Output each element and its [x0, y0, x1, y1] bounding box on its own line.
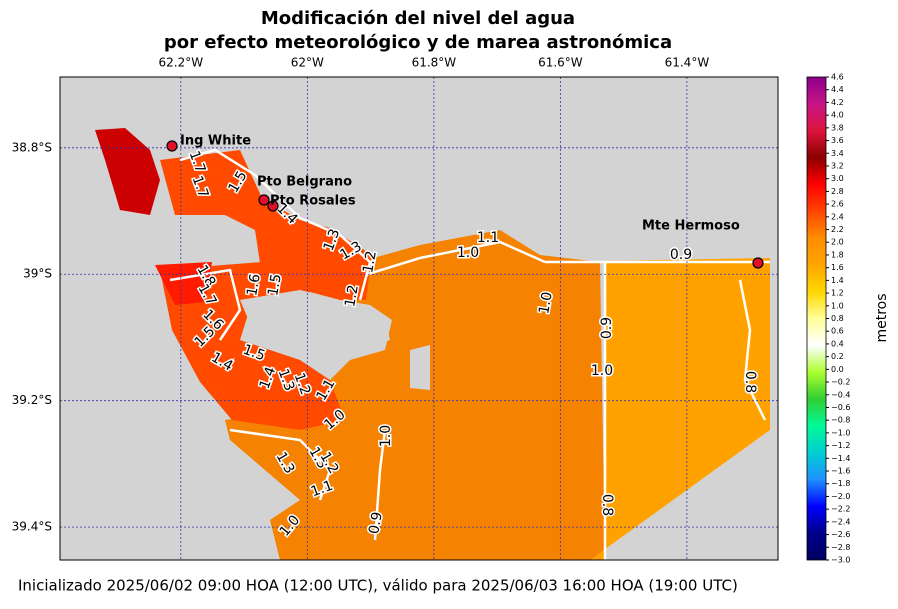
lon-tick-label: 62.2°W — [159, 56, 204, 70]
place-marker — [258, 194, 270, 206]
contour-label: 1.0 — [378, 425, 394, 447]
colorbar-tick-label: −0.4 — [831, 390, 850, 399]
contour-label: 1.2 — [360, 250, 380, 275]
subtitle: por efecto meteorológico y de marea astr… — [164, 32, 672, 53]
colorbar-tick-label: 2.2 — [831, 225, 844, 234]
colorbar-tick-label: −1.4 — [831, 454, 850, 463]
colorbar-tick-label: −3.0 — [831, 556, 850, 565]
lat-tick-label: 39.4°S — [12, 520, 52, 534]
contour-label: 1.1 — [477, 230, 499, 246]
colorbar-tick-label: 4.2 — [831, 98, 844, 107]
places: Ing White Pto Belgrano Pto Rosales Mte Herm… — [166, 134, 764, 269]
contour-label: 1.0 — [591, 363, 613, 379]
colorbar-tick-label: −1.0 — [831, 428, 850, 437]
colorbar-tick-label: 0.2 — [831, 352, 844, 361]
colorbar-tick-label: 1.2 — [831, 289, 844, 298]
place-label: Mte Hermoso — [642, 219, 740, 234]
place-label: Ing White — [180, 134, 251, 149]
contour-label: 1.6 — [244, 273, 264, 298]
place-marker — [267, 200, 279, 212]
place-label: Pto Rosales — [270, 194, 356, 209]
map-frame — [59, 76, 779, 561]
map-area: 1.71.7 1.51.41.31.31.21.11.0 0.91.81.7 1.6 1… — [60, 77, 778, 560]
colorbar-tick-label: 1.0 — [831, 301, 844, 310]
lat-tick-label: 39.2°S — [12, 393, 52, 407]
colorbar-tick-label: 1.6 — [831, 263, 844, 272]
colorbar-tick-label: 1.4 — [831, 276, 844, 285]
colorbar-tick-label: −2.6 — [831, 530, 850, 539]
water-region — [545, 258, 770, 560]
colorbar-tick-label: −2.4 — [831, 517, 850, 526]
contour-label: 0.8 — [742, 371, 758, 393]
colorbar-tick-label: −1.2 — [831, 441, 850, 450]
water-region — [160, 262, 345, 430]
colorbar: 4.6 4.4 4.2 4.0 3.8 3.6 3.4 3.2 3.0 2.8 2.6 2.4 2.2 2… — [806, 73, 890, 565]
water-region — [225, 230, 605, 560]
water-region — [95, 128, 160, 215]
colorbar-tick-label: 4.0 — [831, 111, 844, 120]
colorbar-tick-label: 4.4 — [831, 85, 844, 94]
colorbar-bar — [806, 76, 827, 561]
colorbar-tick-label: 2.8 — [831, 187, 844, 196]
lat-tick-label: 39°S — [23, 267, 52, 281]
lon-tick-label: 61.8°W — [412, 56, 457, 70]
contour-label: 0.9 — [599, 317, 615, 339]
colorbar-tick-label: −1.6 — [831, 467, 850, 476]
place-label: Pto Belgrano — [257, 175, 352, 190]
colorbar-tick-label: −1.8 — [831, 479, 850, 488]
place-marker — [166, 140, 178, 152]
grid — [60, 77, 778, 560]
water-region — [160, 150, 372, 300]
title: Modificación del nivel del agua — [261, 8, 575, 29]
lat-tick-label: 38.8°S — [12, 140, 52, 154]
colorbar-tick-label: −2.0 — [831, 492, 850, 501]
colorbar-tick-label: −0.6 — [831, 403, 850, 412]
island — [240, 290, 390, 360]
colorbar-tick-label: 0.8 — [831, 314, 844, 323]
contour-label: 0.9 — [366, 511, 386, 536]
colorbar-tick-label: 1.8 — [831, 250, 844, 259]
axes: 62.2°W 62°W 61.8°W 61.6°W 61.4°W 38.8°S 39°S 39… — [12, 56, 710, 534]
contour-label: 0.8 — [599, 494, 615, 516]
contour-lines — [169, 148, 770, 560]
place-marker — [752, 257, 764, 269]
colorbar-tick-label: 0.4 — [831, 339, 844, 348]
footer: Inicializado 2025/06/02 09:00 HOA (12:00… — [18, 577, 738, 595]
contour-label: 0.9 — [670, 247, 692, 263]
colorbar-tick-label: 3.2 — [831, 161, 844, 170]
colorbar-tick-label: −2.2 — [831, 505, 850, 514]
colorbar-tick-label: 0.0 — [831, 365, 844, 374]
colorbar-tick-label: 2.6 — [831, 200, 844, 209]
colorbar-tick-label: −0.8 — [831, 416, 850, 425]
colorbar-label: metros — [874, 293, 890, 342]
contour-label: 1.0 — [457, 245, 479, 261]
colorbar-tick-label: 2.0 — [831, 238, 844, 247]
colorbar-tick-label: 0.6 — [831, 327, 844, 336]
colorbar-tick-label: 3.0 — [831, 174, 844, 183]
water-region — [155, 262, 212, 305]
colorbar-tick-label: 3.8 — [831, 123, 844, 132]
colorbar-tick-label: 2.4 — [831, 212, 844, 221]
colorbar-tick-label: 3.4 — [831, 149, 844, 158]
contour-label: 1.2 — [342, 284, 362, 309]
lon-tick-label: 61.6°W — [538, 56, 583, 70]
colorbar-tick-label: 3.6 — [831, 136, 844, 145]
colorbar-tick-label: −2.8 — [831, 543, 850, 552]
lon-tick-label: 62°W — [291, 56, 324, 70]
colorbar-tick-label: −0.2 — [831, 378, 850, 387]
contour-label: 1.5 — [265, 273, 285, 298]
contour-label: 1.0 — [536, 291, 556, 316]
colorbar-tick-label: 4.6 — [831, 73, 844, 82]
island — [410, 345, 430, 390]
lon-tick-label: 61.4°W — [665, 56, 710, 70]
